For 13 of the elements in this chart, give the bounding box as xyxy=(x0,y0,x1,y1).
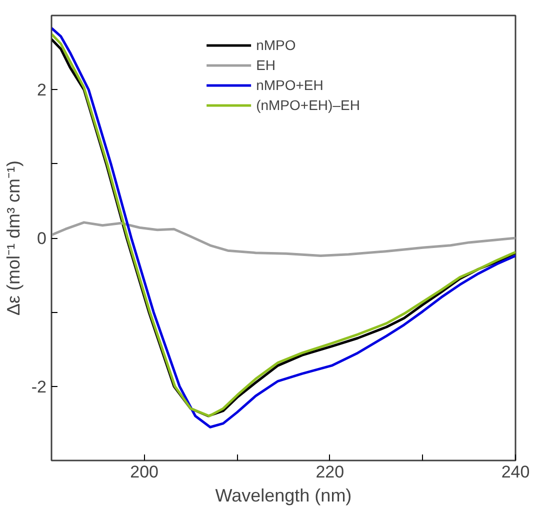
x-tick-label: 240 xyxy=(501,462,530,482)
x-tick-label: 200 xyxy=(130,462,158,482)
y-tick-label: 0 xyxy=(37,229,47,248)
legend-label: EH xyxy=(256,57,276,73)
legend-label: nMPO+EH xyxy=(256,77,324,93)
y-axis-title: Δε (mol⁻¹ dm³ cm⁻¹) xyxy=(3,160,24,316)
x-axis-title: Wavelength (nm) xyxy=(215,486,352,506)
y-tick-label: -2 xyxy=(31,377,47,396)
line-series xyxy=(52,221,516,258)
legend-label: (nMPO+EH)–EH xyxy=(256,97,360,113)
legend-label: nMPO xyxy=(256,37,296,53)
y-tick-label: 2 xyxy=(37,80,47,100)
x-tick-label: 220 xyxy=(316,462,344,482)
